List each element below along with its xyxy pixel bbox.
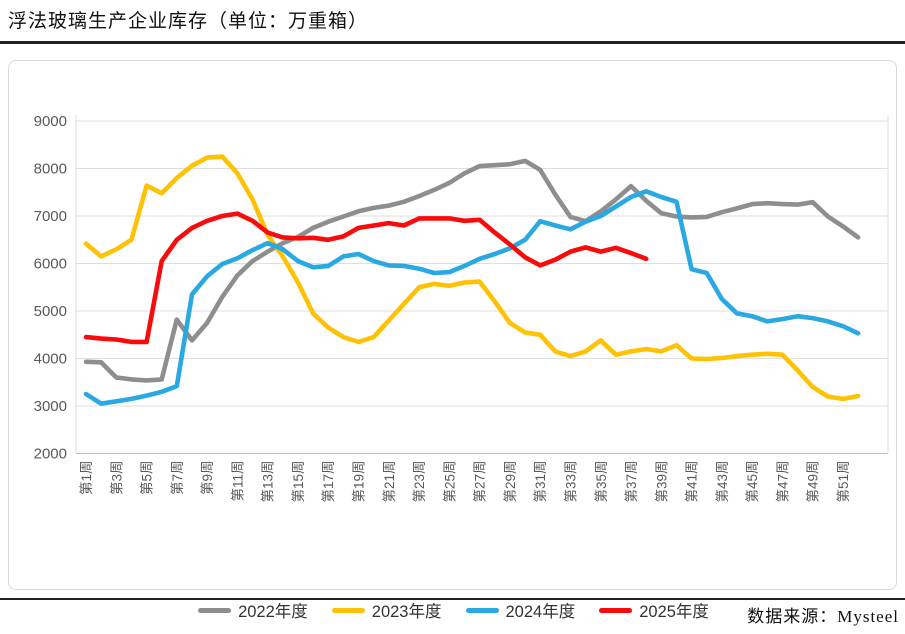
legend-item-2025年度: 2025年度 <box>599 598 709 622</box>
x-tick-label-week-21: 第21周 <box>381 461 397 503</box>
x-tick-label-week-41: 第41周 <box>684 461 700 503</box>
x-tick-label-week-33: 第33周 <box>562 461 578 503</box>
legend-swatch-icon <box>198 607 232 613</box>
x-tick-label-week-17: 第17周 <box>320 461 336 503</box>
x-tick-label-week-39: 第39周 <box>653 461 669 503</box>
chart-title: 浮法玻璃生产企业库存（单位：万重箱） <box>8 11 369 32</box>
legend-swatch-icon <box>599 607 633 613</box>
y-tick-label-9000: 9000 <box>34 113 67 130</box>
bottom-divider <box>0 598 905 600</box>
x-tick-label-week-23: 第23周 <box>411 461 427 503</box>
x-tick-label-week-13: 第13周 <box>260 461 276 503</box>
x-tick-label-week-7: 第7周 <box>169 461 185 496</box>
x-tick-label-week-35: 第35周 <box>593 461 609 503</box>
legend-label: 2024年度 <box>505 603 576 621</box>
x-tick-label-week-27: 第27周 <box>472 461 488 503</box>
legend-item-2024年度: 2024年度 <box>465 598 576 622</box>
y-tick-label-3000: 3000 <box>34 398 67 415</box>
x-tick-label-week-31: 第31周 <box>532 461 548 503</box>
legend-label: 2023年度 <box>371 603 442 621</box>
top-divider <box>0 41 905 44</box>
y-tick-label-5000: 5000 <box>34 303 67 320</box>
series-line-2022年度 <box>83 158 861 383</box>
x-tick-label-week-47: 第47周 <box>774 461 790 503</box>
chart-area: 9000 8000 7000 6000 5000 4000 3000 2000 第1周 第3周 第5… <box>8 60 897 621</box>
y-tick-label-2000: 2000 <box>34 446 67 463</box>
legend-label: 2022年度 <box>238 603 308 621</box>
x-tick-label-week-45: 第45周 <box>744 461 760 503</box>
legend-swatch-icon <box>465 607 499 613</box>
series-line-2023年度 <box>83 154 861 402</box>
series-line-2025年度 <box>83 211 649 345</box>
x-tick-label-week-43: 第43周 <box>714 461 730 503</box>
x-tick-label-week-25: 第25周 <box>441 461 457 503</box>
source-credit: 数据来源：Mysteel <box>747 607 899 626</box>
legend-item-2022年度: 2022年度 <box>198 598 308 622</box>
x-tick-label-week-51: 第51周 <box>835 461 851 503</box>
x-tick-label-week-3: 第3周 <box>108 461 124 496</box>
series-line-2024年度 <box>83 189 861 406</box>
x-tick-label-week-11: 第11周 <box>229 461 245 502</box>
x-tick-label-week-5: 第5周 <box>139 461 155 496</box>
y-tick-label-4000: 4000 <box>34 351 67 368</box>
y-tick-label-8000: 8000 <box>34 161 67 178</box>
x-tick-label-week-19: 第19周 <box>351 461 367 503</box>
y-tick-label-7000: 7000 <box>34 208 67 225</box>
x-tick-label-week-9: 第9周 <box>199 461 215 496</box>
legend: 2022年度 2023年度 2024年度 2025年度 <box>9 598 898 622</box>
y-tick-label-6000: 6000 <box>34 256 67 273</box>
legend-swatch-icon <box>331 607 365 613</box>
x-tick-label-week-49: 第49周 <box>805 461 821 503</box>
legend-label: 2025年度 <box>639 603 709 621</box>
x-tick-label-week-37: 第37周 <box>623 461 639 503</box>
legend-item-2023年度: 2023年度 <box>331 598 442 622</box>
x-tick-label-week-1: 第1周 <box>78 461 94 496</box>
x-tick-label-week-29: 第29周 <box>502 461 518 503</box>
x-tick-label-week-15: 第15周 <box>290 461 306 503</box>
